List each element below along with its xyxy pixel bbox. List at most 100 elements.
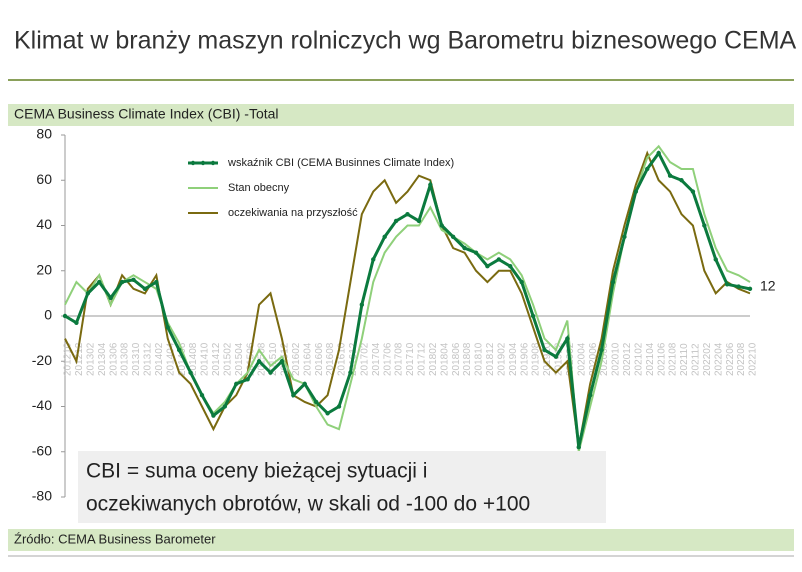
x-tick-label: 201802 xyxy=(428,342,439,376)
point xyxy=(245,377,250,382)
y-tick-label: 0 xyxy=(44,307,52,323)
point xyxy=(428,182,433,187)
y-tick-label: -80 xyxy=(32,488,52,504)
x-tick-label: 202004 xyxy=(576,342,587,376)
point xyxy=(142,286,148,292)
point xyxy=(633,189,639,194)
x-tick-label: 202010 xyxy=(611,342,622,376)
x-tick-label: 201910 xyxy=(542,342,553,376)
point xyxy=(302,381,307,387)
x-tick-label: 201904 xyxy=(508,342,519,376)
x-tick-label: 201610 xyxy=(337,342,348,376)
point xyxy=(599,347,604,353)
x-tick-label: 201902 xyxy=(496,342,507,376)
x-tick-label: 201302 xyxy=(85,342,96,376)
x-tick-label: 201608 xyxy=(325,342,336,376)
x-tick-label: 202204 xyxy=(713,342,724,376)
point xyxy=(199,392,205,398)
y-tick-label: 40 xyxy=(36,216,52,232)
point xyxy=(736,284,741,289)
point xyxy=(74,320,79,325)
x-tick-label: 201510 xyxy=(268,342,279,376)
x-tick-label: 201310 xyxy=(131,342,142,376)
point xyxy=(291,392,296,398)
x-tick-label: 202110 xyxy=(679,343,690,376)
point xyxy=(211,413,216,418)
legend-marker xyxy=(200,160,206,166)
point xyxy=(348,370,353,375)
legend-marker xyxy=(210,160,216,166)
series-line xyxy=(64,150,751,448)
x-tick-label: 201604 xyxy=(302,342,313,376)
x-tick-label: 201508 xyxy=(257,342,268,376)
point xyxy=(382,234,387,240)
point xyxy=(439,223,444,228)
point xyxy=(473,250,479,255)
point xyxy=(462,245,467,251)
legend-label: oczekiwania na przyszłość xyxy=(228,207,358,219)
x-tick-label: 201704 xyxy=(371,342,382,376)
x-tick-label: 201710 xyxy=(405,342,416,376)
point xyxy=(234,381,239,387)
x-tick-label: 201706 xyxy=(382,342,393,376)
point xyxy=(679,178,684,183)
point xyxy=(313,399,319,405)
x-tick-label: 201308 xyxy=(120,342,131,376)
x-tick-label: 201602 xyxy=(291,342,302,376)
x-tick-label: 201912 xyxy=(554,342,565,376)
x-tick-label: 202108 xyxy=(668,342,679,376)
point xyxy=(405,211,410,217)
point xyxy=(508,264,513,269)
x-tick-label: 202102 xyxy=(633,342,644,376)
annotation: CBI = suma oceny bieżącej sytuacji i xyxy=(86,460,427,483)
x-tick-label: 202112 xyxy=(691,343,702,376)
point xyxy=(530,313,536,319)
point xyxy=(587,392,593,398)
point xyxy=(97,279,102,285)
x-tick-label: 202104 xyxy=(645,342,656,376)
point xyxy=(336,404,342,409)
point xyxy=(667,173,673,178)
point xyxy=(154,279,159,285)
point xyxy=(279,359,285,364)
legend-label: wskaźnik CBI (CEMA Businnes Climate Inde… xyxy=(227,157,454,169)
y-tick-label: 80 xyxy=(36,126,52,142)
x-tick-label: 201708 xyxy=(394,342,405,376)
x-tick-label: 201402 xyxy=(154,342,165,376)
legend-label: Stan obecny xyxy=(228,182,290,194)
point xyxy=(542,347,547,353)
point xyxy=(724,282,730,287)
point xyxy=(565,336,570,341)
source: Źródło: CEMA Business Barometer xyxy=(14,531,216,546)
point xyxy=(108,295,113,301)
point xyxy=(450,234,456,240)
x-tick-label: 201312 xyxy=(143,342,154,376)
subtitle: CEMA Business Climate Index (CBI) -Total xyxy=(14,106,279,122)
chart-title: Klimat w branży maszyn rolniczych wg Bar… xyxy=(14,27,797,55)
point xyxy=(610,279,616,285)
y-tick-label: -20 xyxy=(32,352,52,368)
x-tick-label: 202210 xyxy=(748,342,759,376)
x-tick-label: 201410 xyxy=(200,342,211,376)
x-tick-label: 201502 xyxy=(222,342,233,376)
point xyxy=(85,291,91,296)
point xyxy=(690,189,696,194)
point xyxy=(622,234,627,240)
x-tick-label: 202208 xyxy=(736,342,747,376)
legend-marker xyxy=(190,160,196,166)
point xyxy=(485,264,490,269)
x-tick-label: 201906 xyxy=(519,342,530,376)
point xyxy=(268,370,273,375)
point xyxy=(222,404,228,409)
x-tick-label: 201606 xyxy=(314,342,325,376)
x-tick-label: 201908 xyxy=(531,342,542,376)
x-tick-label: 201810 xyxy=(474,342,485,376)
x-tick-label: 202106 xyxy=(656,342,667,376)
x-tick-label: 201408 xyxy=(188,342,199,376)
point xyxy=(325,411,330,416)
point xyxy=(393,218,399,224)
x-tick-label: 201306 xyxy=(108,342,119,376)
point xyxy=(416,218,422,224)
subtitle-band xyxy=(8,104,794,126)
